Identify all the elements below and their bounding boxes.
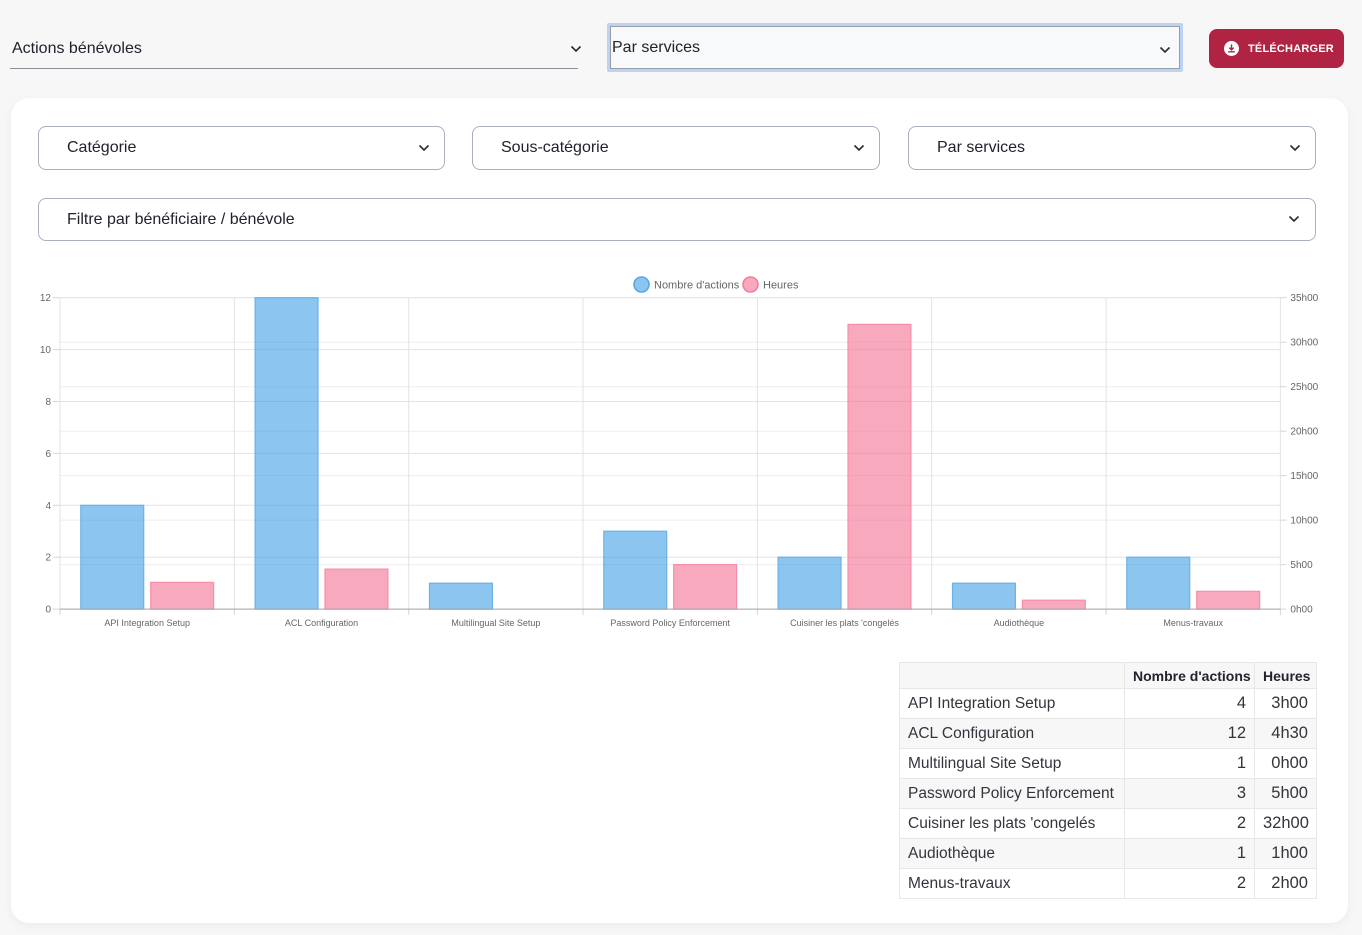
svg-text:6: 6 <box>45 449 51 460</box>
svg-text:25h00: 25h00 <box>1290 382 1318 393</box>
svg-text:ACL Configuration: ACL Configuration <box>285 618 358 628</box>
svg-text:5h00: 5h00 <box>1290 560 1313 571</box>
svg-text:10h00: 10h00 <box>1290 516 1318 527</box>
svg-text:8: 8 <box>45 397 51 408</box>
svg-text:Audiothèque: Audiothèque <box>994 618 1045 628</box>
svg-text:Heures: Heures <box>763 279 799 291</box>
svg-text:Nombre d'actions: Nombre d'actions <box>654 279 740 291</box>
svg-text:API Integration Setup: API Integration Setup <box>104 618 190 628</box>
svg-text:2: 2 <box>45 553 51 564</box>
svg-text:Menus-travaux: Menus-travaux <box>1163 618 1223 628</box>
svg-text:35h00: 35h00 <box>1290 293 1318 304</box>
svg-text:Password Policy Enforcement: Password Policy Enforcement <box>610 618 730 628</box>
svg-text:Cuisiner les plats 'congelés: Cuisiner les plats 'congelés <box>790 618 899 628</box>
svg-text:20h00: 20h00 <box>1290 427 1318 438</box>
svg-text:4: 4 <box>45 501 51 512</box>
svg-text:10: 10 <box>40 345 52 356</box>
svg-text:Multilingual Site Setup: Multilingual Site Setup <box>451 618 540 628</box>
svg-text:0h00: 0h00 <box>1290 605 1313 616</box>
svg-text:30h00: 30h00 <box>1290 338 1318 349</box>
svg-text:0: 0 <box>45 605 51 616</box>
svg-text:15h00: 15h00 <box>1290 471 1318 482</box>
svg-text:12: 12 <box>40 293 52 304</box>
